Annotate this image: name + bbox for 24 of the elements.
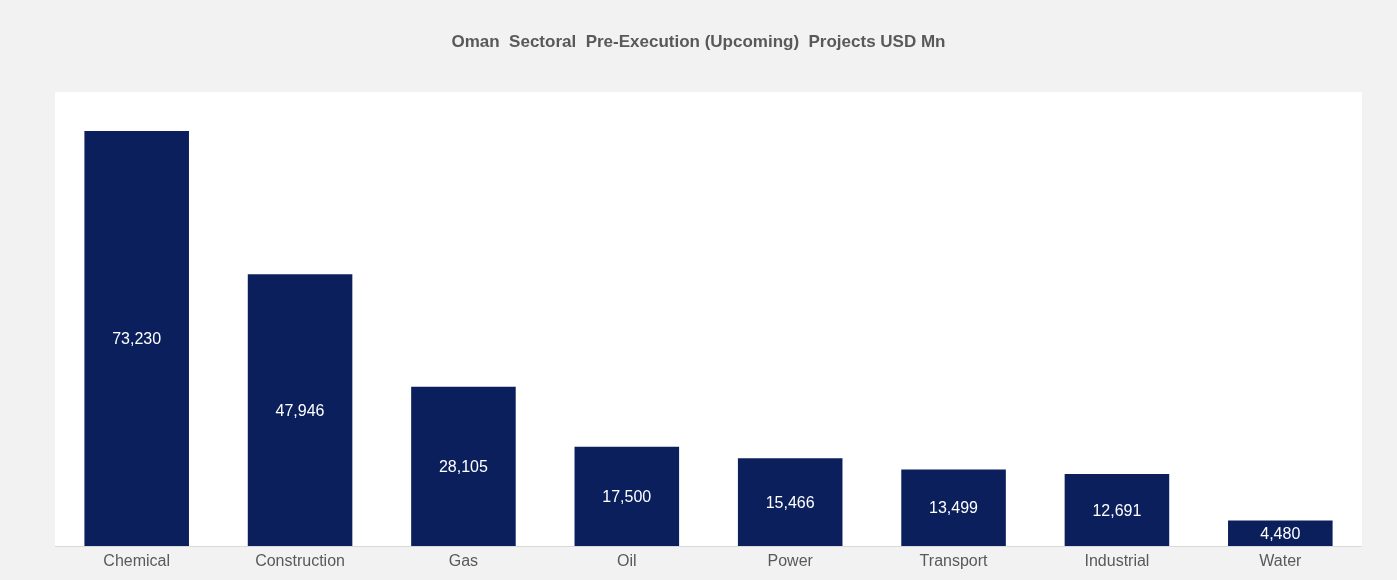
data-label: 15,466 — [765, 493, 815, 511]
bar — [84, 131, 189, 546]
x-tick-label: Industrial — [1084, 552, 1150, 570]
x-tick-label: Transport — [919, 552, 989, 570]
data-label: 17,500 — [602, 487, 652, 505]
data-label: 28,105 — [438, 457, 488, 475]
bar — [247, 274, 353, 546]
bar — [411, 386, 516, 546]
bar — [901, 469, 1006, 546]
x-tick-label: Chemical — [103, 552, 171, 570]
x-tick-label: Power — [767, 552, 814, 570]
data-label: 12,691 — [1092, 501, 1142, 519]
data-label: 13,499 — [929, 499, 979, 517]
x-tick-label: Oil — [617, 552, 637, 570]
data-label: 47,946 — [275, 401, 325, 419]
bar — [574, 446, 680, 546]
x-tick-label: Water — [1259, 552, 1303, 570]
data-label: 4,480 — [1260, 524, 1301, 542]
x-tick-label: Construction — [255, 552, 345, 570]
chart-title: Oman Sectoral Pre-Execution (Upcoming) Projects USD Mn — [451, 31, 946, 51]
bar — [737, 458, 843, 546]
bar — [1064, 474, 1170, 546]
data-label: 73,230 — [112, 330, 162, 348]
x-tick-label: Gas — [448, 552, 479, 570]
